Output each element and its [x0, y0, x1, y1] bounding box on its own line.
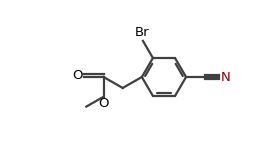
Text: O: O: [98, 97, 109, 110]
Text: N: N: [220, 71, 230, 83]
Text: Br: Br: [134, 26, 149, 39]
Text: O: O: [72, 69, 82, 82]
